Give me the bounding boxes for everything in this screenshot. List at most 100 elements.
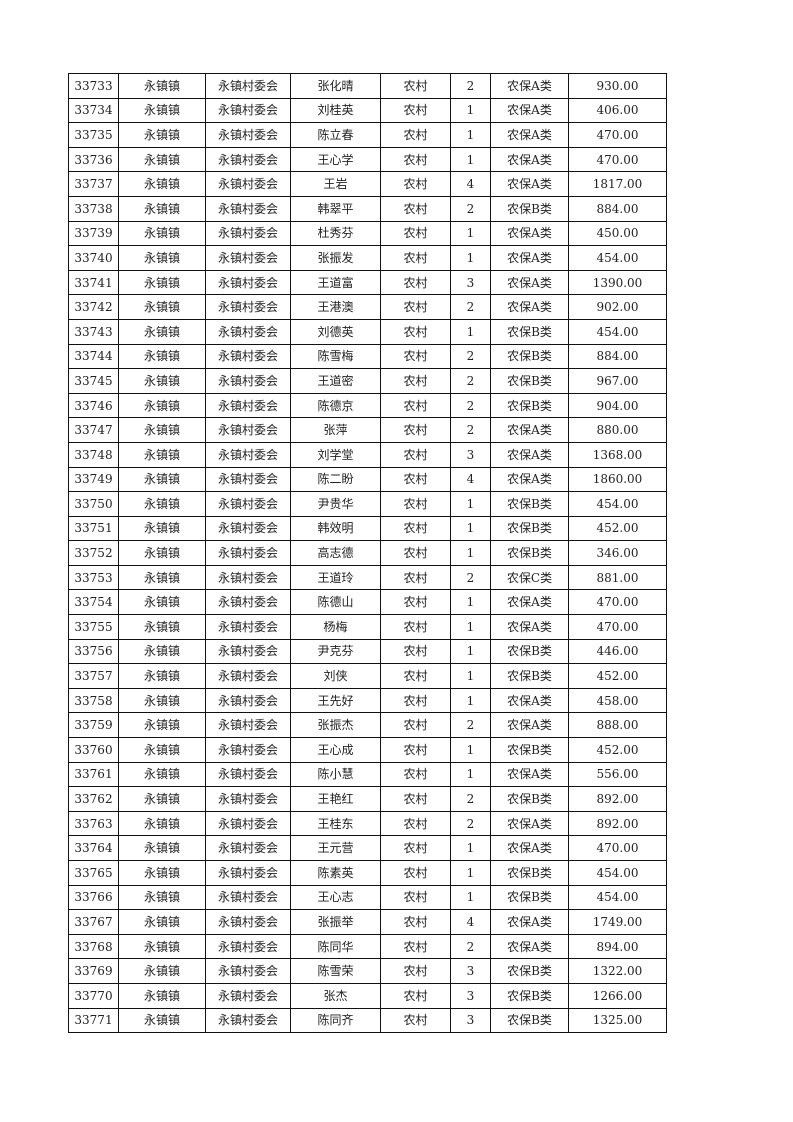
town-cell: 永镇镇 [118, 146, 206, 173]
category-cell: 农保B类 [490, 958, 569, 984]
category-cell: 农保B类 [490, 318, 569, 345]
amount-cell: 967.00 [568, 368, 667, 394]
town-cell: 永镇镇 [118, 737, 206, 763]
id-cell: 33756 [68, 638, 119, 665]
id-cell: 33769 [68, 958, 119, 984]
area-type-cell: 农村 [380, 417, 451, 443]
town-cell: 永镇镇 [118, 1007, 206, 1034]
amount-cell: 470.00 [568, 835, 667, 861]
table-row: 33733 永镇镇 永镇村委会 张化晴 农村 2 农保A类 930.00 [68, 73, 667, 99]
name-cell: 王港澳 [290, 294, 381, 320]
town-cell: 永镇镇 [118, 761, 206, 788]
category-cell: 农保C类 [490, 564, 569, 591]
id-cell: 33753 [68, 564, 119, 591]
count-cell: 1 [450, 589, 491, 616]
category-cell: 农保A类 [490, 171, 569, 197]
id-cell: 33744 [68, 343, 119, 370]
name-cell: 陈德京 [290, 392, 381, 419]
table-row: 33735 永镇镇 永镇村委会 陈立春 农村 1 农保A类 470.00 [68, 122, 667, 148]
id-cell: 33754 [68, 589, 119, 616]
town-cell: 永镇镇 [118, 614, 206, 640]
table-row: 33756 永镇镇 永镇村委会 尹克芬 农村 1 农保B类 446.00 [68, 638, 667, 665]
name-cell: 高志德 [290, 540, 381, 566]
category-cell: 农保A类 [490, 220, 569, 247]
amount-cell: 346.00 [568, 540, 667, 566]
amount-cell: 894.00 [568, 933, 667, 960]
town-cell: 永镇镇 [118, 245, 206, 271]
table-row: 33739 永镇镇 永镇村委会 杜秀芬 农村 1 农保A类 450.00 [68, 220, 667, 247]
town-cell: 永镇镇 [118, 564, 206, 591]
amount-cell: 884.00 [568, 343, 667, 370]
table-row: 33758 永镇镇 永镇村委会 王先好 农村 1 农保A类 458.00 [68, 687, 667, 714]
table-row: 33759 永镇镇 永镇村委会 张振杰 农村 2 农保A类 888.00 [68, 712, 667, 739]
name-cell: 陈德山 [290, 589, 381, 616]
category-cell: 农保A类 [490, 589, 569, 616]
area-type-cell: 农村 [380, 220, 451, 247]
name-cell: 张萍 [290, 417, 381, 443]
village-cell: 永镇村委会 [205, 835, 291, 861]
area-type-cell: 农村 [380, 712, 451, 739]
category-cell: 农保A类 [490, 73, 569, 99]
area-type-cell: 农村 [380, 195, 451, 222]
area-type-cell: 农村 [380, 737, 451, 763]
amount-cell: 888.00 [568, 712, 667, 739]
count-cell: 2 [450, 564, 491, 591]
count-cell: 1 [450, 491, 491, 517]
area-type-cell: 农村 [380, 515, 451, 542]
name-cell: 张振杰 [290, 712, 381, 739]
area-type-cell: 农村 [380, 761, 451, 788]
id-cell: 33733 [68, 73, 119, 99]
village-cell: 永镇村委会 [205, 909, 291, 935]
amount-cell: 881.00 [568, 564, 667, 591]
id-cell: 33755 [68, 614, 119, 640]
amount-cell: 1749.00 [568, 909, 667, 935]
town-cell: 永镇镇 [118, 343, 206, 370]
village-cell: 永镇村委会 [205, 638, 291, 665]
table-row: 33750 永镇镇 永镇村委会 尹贵华 农村 1 农保B类 454.00 [68, 491, 667, 517]
village-cell: 永镇村委会 [205, 810, 291, 837]
table-row: 33741 永镇镇 永镇村委会 王道富 农村 3 农保A类 1390.00 [68, 269, 667, 296]
id-cell: 33771 [68, 1007, 119, 1034]
count-cell: 3 [450, 958, 491, 984]
amount-cell: 458.00 [568, 687, 667, 714]
area-type-cell: 农村 [380, 1007, 451, 1034]
area-type-cell: 农村 [380, 614, 451, 640]
amount-cell: 892.00 [568, 786, 667, 812]
category-cell: 农保B类 [490, 860, 569, 886]
village-cell: 永镇村委会 [205, 220, 291, 247]
id-cell: 33760 [68, 737, 119, 763]
count-cell: 1 [450, 761, 491, 788]
id-cell: 33743 [68, 318, 119, 345]
town-cell: 永镇镇 [118, 466, 206, 493]
area-type-cell: 农村 [380, 269, 451, 296]
area-type-cell: 农村 [380, 392, 451, 419]
town-cell: 永镇镇 [118, 97, 206, 124]
amount-cell: 454.00 [568, 884, 667, 911]
name-cell: 张杰 [290, 982, 381, 1009]
table-row: 33761 永镇镇 永镇村委会 陈小慧 农村 1 农保A类 556.00 [68, 761, 667, 788]
name-cell: 王心志 [290, 884, 381, 911]
town-cell: 永镇镇 [118, 417, 206, 443]
name-cell: 陈同齐 [290, 1007, 381, 1034]
town-cell: 永镇镇 [118, 663, 206, 689]
area-type-cell: 农村 [380, 589, 451, 616]
amount-cell: 454.00 [568, 318, 667, 345]
name-cell: 陈同华 [290, 933, 381, 960]
area-type-cell: 农村 [380, 318, 451, 345]
town-cell: 永镇镇 [118, 441, 206, 468]
id-cell: 33746 [68, 392, 119, 419]
id-cell: 33748 [68, 441, 119, 468]
town-cell: 永镇镇 [118, 786, 206, 812]
count-cell: 2 [450, 417, 491, 443]
amount-cell: 1390.00 [568, 269, 667, 296]
category-cell: 农保B类 [490, 982, 569, 1009]
table-row: 33769 永镇镇 永镇村委会 陈雪荣 农村 3 农保B类 1322.00 [68, 958, 667, 984]
category-cell: 农保A类 [490, 441, 569, 468]
village-cell: 永镇村委会 [205, 97, 291, 124]
category-cell: 农保B类 [490, 786, 569, 812]
village-cell: 永镇村委会 [205, 73, 291, 99]
village-cell: 永镇村委会 [205, 368, 291, 394]
village-cell: 永镇村委会 [205, 245, 291, 271]
village-cell: 永镇村委会 [205, 122, 291, 148]
village-cell: 永镇村委会 [205, 761, 291, 788]
